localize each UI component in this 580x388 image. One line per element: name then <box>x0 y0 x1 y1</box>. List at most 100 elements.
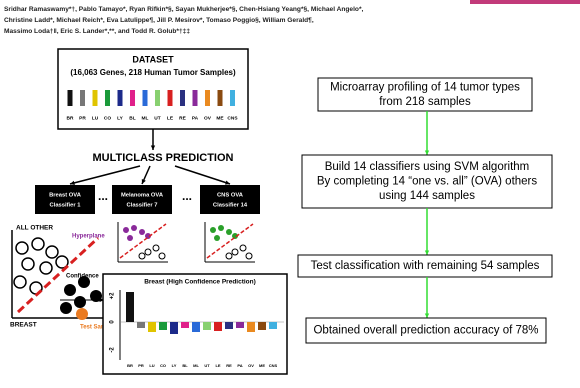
mini-sample <box>145 249 151 255</box>
tumor-strip <box>93 90 98 106</box>
mini-sample <box>139 253 145 259</box>
prediction-bar <box>203 322 211 330</box>
prediction-bar-label: LU <box>149 363 154 368</box>
prediction-bar-label: LY <box>172 363 177 368</box>
prediction-bar-label: PA <box>237 363 242 368</box>
author-line: Massimo Loda†‖, Eric S. Lander*,**, and … <box>4 28 190 35</box>
other-sample <box>32 238 44 250</box>
mini-sample <box>240 245 246 251</box>
tumor-label: LE <box>167 115 174 121</box>
prediction-bar-label: RE <box>226 363 232 368</box>
prediction-bar-label: ML <box>193 363 199 368</box>
author-line: Sridhar Ramaswamy*†, Pablo Tamayo*, Ryan… <box>4 6 364 13</box>
prediction-bar-label: ME <box>259 363 265 368</box>
mini-sample <box>123 227 129 233</box>
other-sample <box>14 276 26 288</box>
prediction-bar-label: CO <box>160 363 166 368</box>
tumor-label: UT <box>154 115 160 121</box>
author-line: Christine Ladd*, Michael Reich*, Eva Lat… <box>4 17 314 24</box>
header-bar <box>470 0 580 4</box>
prediction-bar-label: UT <box>204 363 210 368</box>
tumor-label: LY <box>117 115 123 121</box>
classifier-label: CNS OVA <box>217 193 244 199</box>
prediction-title: Breast (High Confidence Prediction) <box>144 279 256 286</box>
prediction-bar-label: BR <box>127 363 133 368</box>
ellipsis: ... <box>182 189 192 203</box>
test-sample <box>76 308 88 320</box>
ellipsis: ... <box>98 189 108 203</box>
classifier-label: Classifier 7 <box>127 203 158 209</box>
prediction-bar <box>214 322 222 331</box>
mini-sample <box>153 245 159 251</box>
classifier-label: Melanoma OVA <box>121 193 164 199</box>
tumor-strip <box>68 90 73 106</box>
prediction-bar <box>126 292 134 322</box>
prediction-bar <box>159 322 167 330</box>
prediction-bar-label: PR <box>138 363 144 368</box>
prediction-bar-label: CNS <box>269 363 278 368</box>
prediction-bar <box>247 322 255 332</box>
tumor-strip <box>155 90 160 106</box>
all-other-label: ALL OTHER <box>16 225 53 232</box>
mini-sample <box>218 225 224 231</box>
multiclass-label: MULTICLASS PREDICTION <box>93 152 234 164</box>
tumor-strip <box>80 90 85 106</box>
tumor-strip <box>230 90 235 106</box>
tumor-strip <box>118 90 123 106</box>
tumor-strip <box>168 90 173 106</box>
classifier-label: Classifier 1 <box>50 203 82 209</box>
flow-text: using 144 samples <box>379 190 475 202</box>
mini-sample <box>131 225 137 231</box>
prediction-bar <box>269 322 277 329</box>
tumor-label: ML <box>142 115 149 121</box>
prediction-bar <box>137 322 145 328</box>
mini-sample <box>226 229 232 235</box>
tumor-strip <box>180 90 185 106</box>
tumor-strip <box>130 90 135 106</box>
mini-sample <box>214 235 220 241</box>
mini-sample <box>127 235 133 241</box>
tumor-label: BL <box>129 115 135 121</box>
classifier-label: Breast OVA <box>49 193 82 199</box>
prediction-bar-label: LE <box>215 363 220 368</box>
flow-text: Microarray profiling of 14 tumor types <box>330 81 520 93</box>
other-sample <box>46 246 58 258</box>
tumor-label: ME <box>216 115 224 121</box>
mini-sample <box>246 253 252 259</box>
mini-sample <box>159 253 165 259</box>
breast-sample <box>60 302 72 314</box>
tumor-strip <box>105 90 110 106</box>
tumor-strip <box>143 90 148 106</box>
tumor-label: LU <box>92 115 99 121</box>
dataset-subtitle: (16,063 Genes, 218 Human Tumor Samples) <box>70 68 236 77</box>
tumor-label: PR <box>79 115 86 121</box>
tumor-strip <box>218 90 223 106</box>
mini-sample <box>232 249 238 255</box>
flow-text: By completing 14 “one vs. all” (OVA) oth… <box>317 176 538 188</box>
classifier-box <box>35 185 95 214</box>
prediction-tick: -2 <box>110 347 116 353</box>
prediction-bar <box>181 322 189 328</box>
confidence-label: Confidence <box>66 274 99 280</box>
breast-label: BREAST <box>10 322 37 329</box>
tumor-strip <box>193 90 198 106</box>
dataset-title: DATASET <box>132 54 174 64</box>
mini-sample <box>226 253 232 259</box>
prediction-bar <box>148 322 156 332</box>
slide: Sridhar Ramaswamy*†, Pablo Tamayo*, Ryan… <box>0 0 580 388</box>
classifier-box <box>112 185 172 214</box>
breast-sample <box>64 284 76 296</box>
other-sample <box>22 258 34 270</box>
tumor-label: CO <box>104 115 111 121</box>
prediction-bar <box>225 322 233 329</box>
prediction-bar <box>258 322 266 330</box>
prediction-bar-label: BL <box>182 363 188 368</box>
classifier-box <box>200 185 260 214</box>
tumor-label: OV <box>204 115 212 121</box>
prediction-tick: +2 <box>110 292 116 300</box>
hyperplane-label: Hyperplane <box>72 234 105 240</box>
prediction-bar <box>236 322 244 328</box>
flow-text: Build 14 classifiers using SVM algorithm <box>325 161 530 173</box>
breast-sample <box>74 296 86 308</box>
other-sample <box>16 242 28 254</box>
